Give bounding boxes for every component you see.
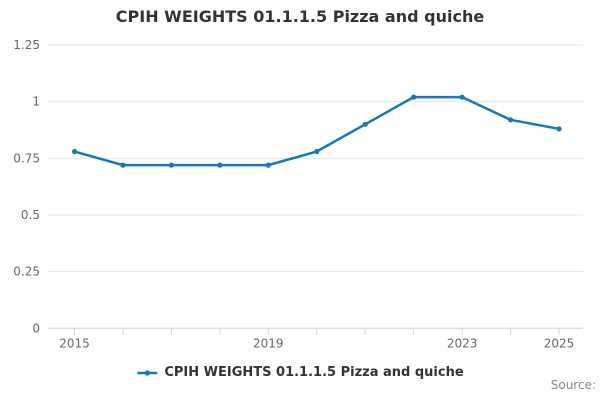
chart-title: CPIH WEIGHTS 01.1.1.5 Pizza and quiche: [115, 7, 485, 26]
x-tick-label: 2023: [447, 336, 478, 350]
data-point-marker[interactable]: [556, 126, 562, 132]
data-point-marker[interactable]: [507, 117, 514, 123]
y-tick-label: 0.75: [13, 151, 40, 165]
data-point-marker[interactable]: [411, 94, 417, 100]
y-tick-label: 1.25: [13, 38, 40, 52]
data-point-marker[interactable]: [314, 148, 320, 155]
y-tick-label: 0.5: [21, 208, 40, 222]
y-tick-label: 0.25: [13, 265, 40, 279]
data-point-marker[interactable]: [120, 162, 126, 168]
legend-point: [144, 369, 150, 376]
data-point-marker[interactable]: [362, 121, 368, 127]
y-tick-label: 0: [32, 321, 40, 335]
data-point-marker[interactable]: [265, 162, 271, 168]
legend-item[interactable]: CPIH WEIGHTS 01.1.1.5 Pizza and quiche: [136, 365, 464, 380]
y-tick-label: 1: [32, 95, 40, 109]
data-point-marker[interactable]: [459, 94, 465, 100]
x-tick-label: 2015: [59, 336, 90, 350]
legend-label: CPIH WEIGHTS 01.1.1.5 Pizza and quiche: [164, 365, 464, 380]
legend-line-marker: [137, 369, 158, 376]
series-line: [73, 95, 561, 167]
data-point-marker[interactable]: [71, 148, 78, 155]
data-point-marker[interactable]: [168, 162, 174, 168]
source-label: Source:: [550, 378, 596, 392]
x-tick-label: 2019: [253, 336, 284, 350]
plot-area: 0 0.25 0.5 0.75 1 1.25 2015 2019 2023 2025: [13, 38, 583, 350]
x-tick-label: 2025: [544, 336, 575, 350]
data-point-marker[interactable]: [217, 162, 223, 168]
